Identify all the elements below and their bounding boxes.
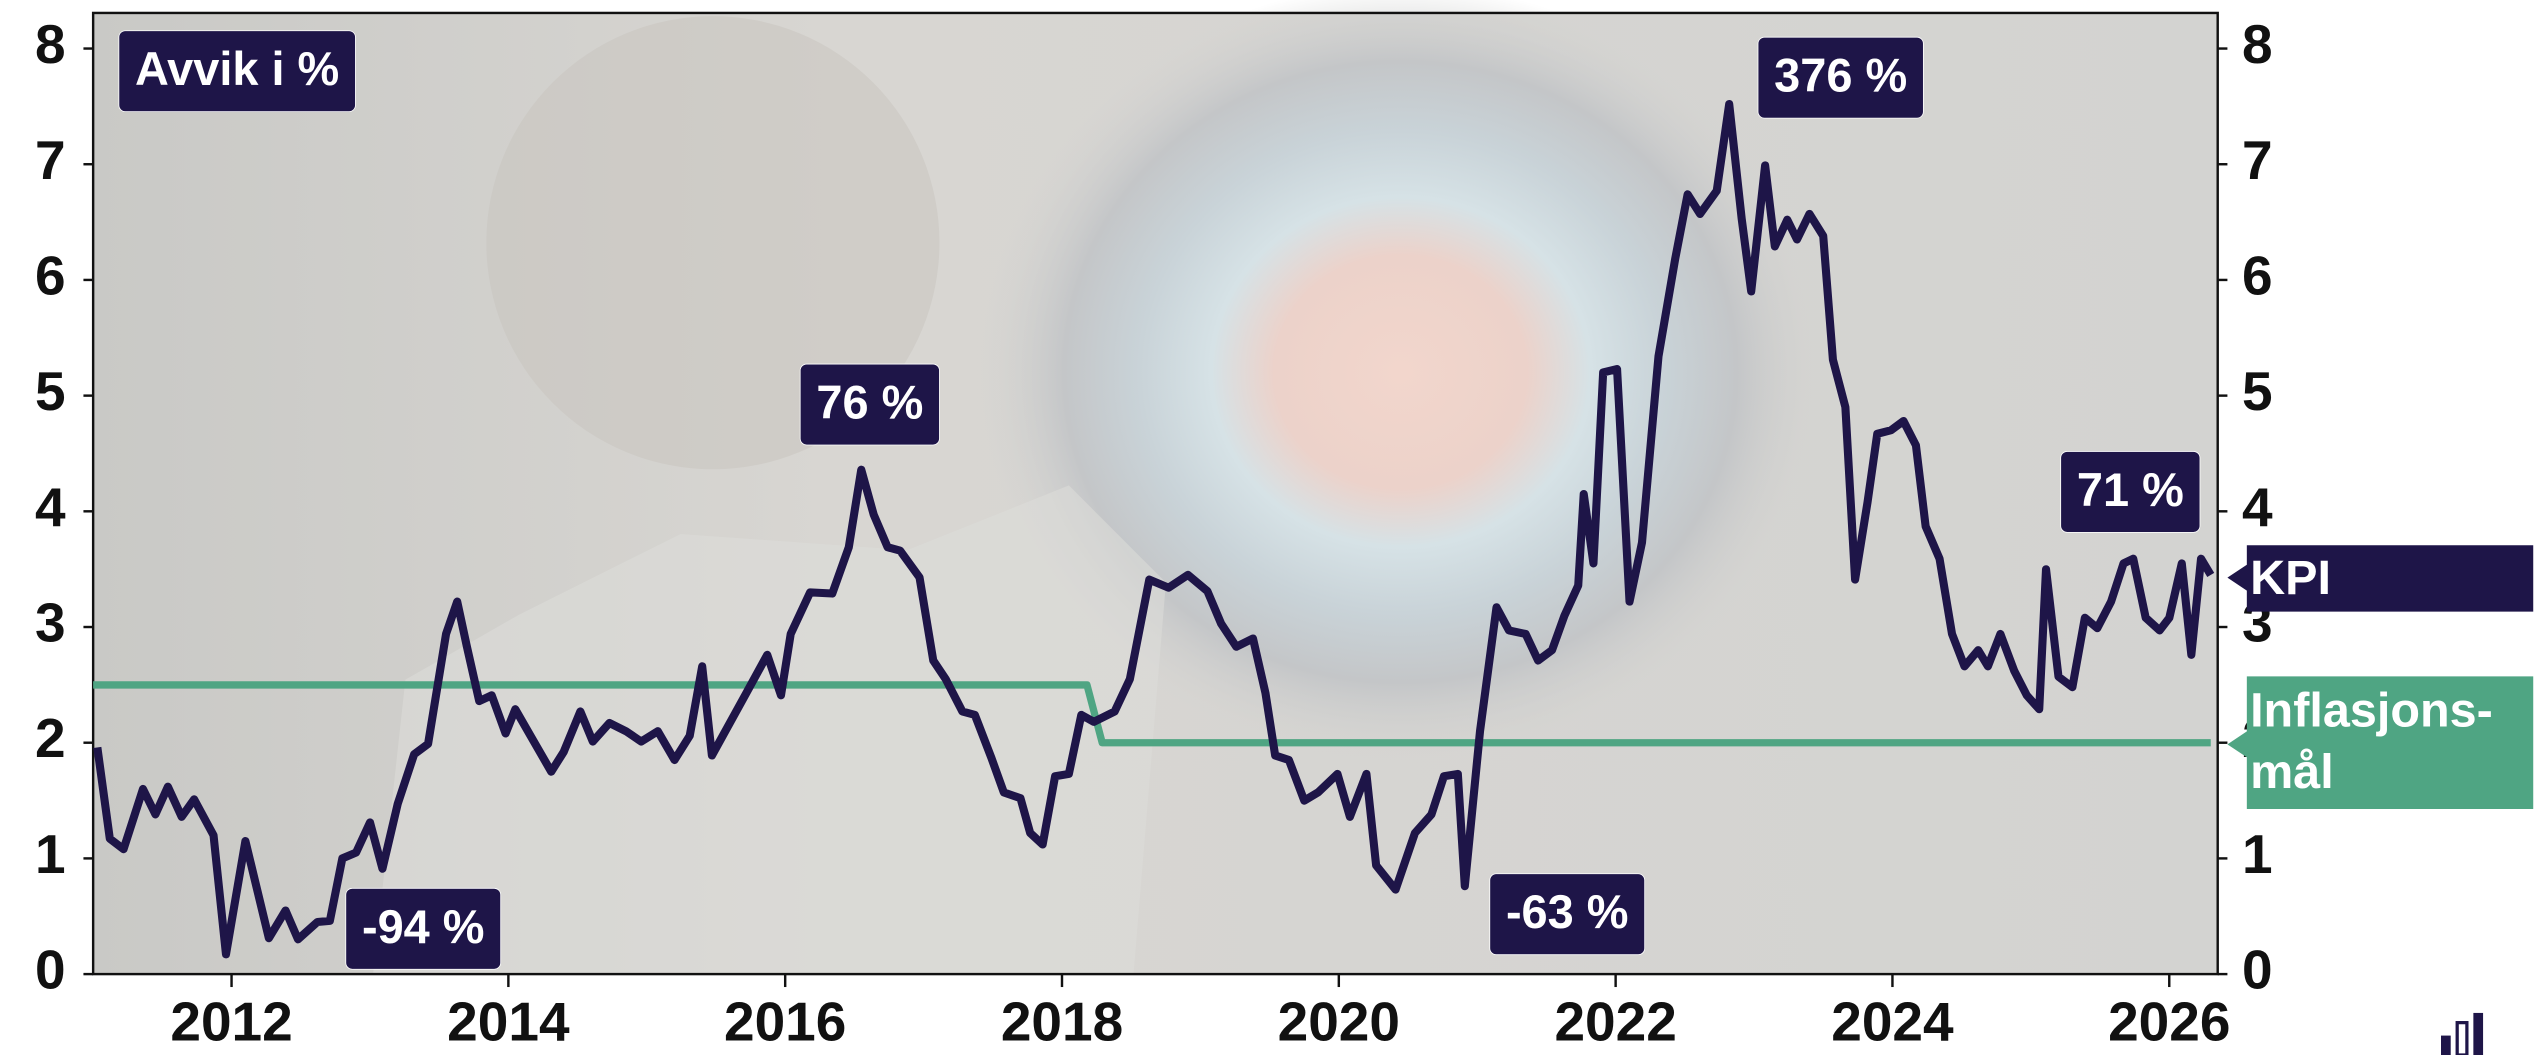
y2-tick-label: 6 bbox=[2242, 244, 2273, 306]
legend-label-box: KPI bbox=[2250, 550, 2331, 605]
x-tick-label: 2016 bbox=[724, 990, 846, 1052]
legend-label: KPI bbox=[2250, 550, 2331, 605]
x-tick-label: 2024 bbox=[1831, 990, 1954, 1052]
y-tick-label: 6 bbox=[35, 244, 66, 306]
annotation-box bbox=[2060, 451, 2201, 533]
annotation-box bbox=[1489, 873, 1646, 956]
y2-tick-label: 1 bbox=[2242, 823, 2273, 885]
y-tick-label: 8 bbox=[35, 13, 66, 75]
y2-tick-label: 8 bbox=[2242, 13, 2273, 75]
y-tick-label: 3 bbox=[35, 592, 66, 654]
y2-tick-label: 4 bbox=[2242, 476, 2273, 538]
x-tick-label: 2020 bbox=[1278, 990, 1400, 1052]
background-target bbox=[979, 0, 1822, 761]
y2-tick-label: 7 bbox=[2242, 129, 2273, 191]
annotation: -94 % bbox=[362, 901, 485, 953]
background-figure bbox=[373, 485, 1166, 975]
annotation: 376 % bbox=[1774, 50, 1907, 102]
y-tick-label: 7 bbox=[35, 129, 66, 191]
legend-label-box: Inflasjons-mål bbox=[2250, 684, 2493, 800]
x-tick-label: 2018 bbox=[1001, 990, 1123, 1052]
y-tick-label: 2 bbox=[35, 707, 66, 769]
y-tick-label: 5 bbox=[35, 360, 66, 422]
annotation-box bbox=[118, 30, 356, 113]
annotation: -63 % bbox=[1506, 886, 1629, 938]
series-line bbox=[93, 99, 2215, 959]
annotation-box bbox=[799, 363, 940, 446]
legend-box bbox=[2227, 545, 2534, 612]
y2-tick-label: 5 bbox=[2242, 360, 2273, 422]
legend-label: Inflasjons-mål bbox=[2250, 684, 2493, 800]
annotation: 71 % bbox=[2077, 464, 2184, 516]
logo bbox=[2441, 1012, 2484, 1057]
x-tick-label: 2012 bbox=[170, 990, 292, 1052]
legend-box bbox=[2227, 676, 2534, 810]
annotation-box bbox=[1757, 36, 1924, 119]
x-tick-label: 2022 bbox=[1554, 990, 1676, 1052]
annotation: Avvik i % bbox=[135, 43, 339, 95]
y-tick-label: 1 bbox=[35, 823, 66, 885]
y-tick-label: 0 bbox=[35, 939, 66, 1001]
y2-tick-label: 0 bbox=[2242, 939, 2273, 1001]
background-head bbox=[486, 16, 940, 470]
annotation: 76 % bbox=[816, 377, 923, 429]
y-tick-label: 4 bbox=[35, 476, 66, 538]
x-tick-label: 2026 bbox=[2108, 990, 2230, 1052]
x-tick-label: 2014 bbox=[447, 990, 570, 1052]
series-line bbox=[93, 681, 2211, 747]
annotation-box bbox=[345, 887, 502, 970]
plot-frame bbox=[91, 11, 2219, 976]
